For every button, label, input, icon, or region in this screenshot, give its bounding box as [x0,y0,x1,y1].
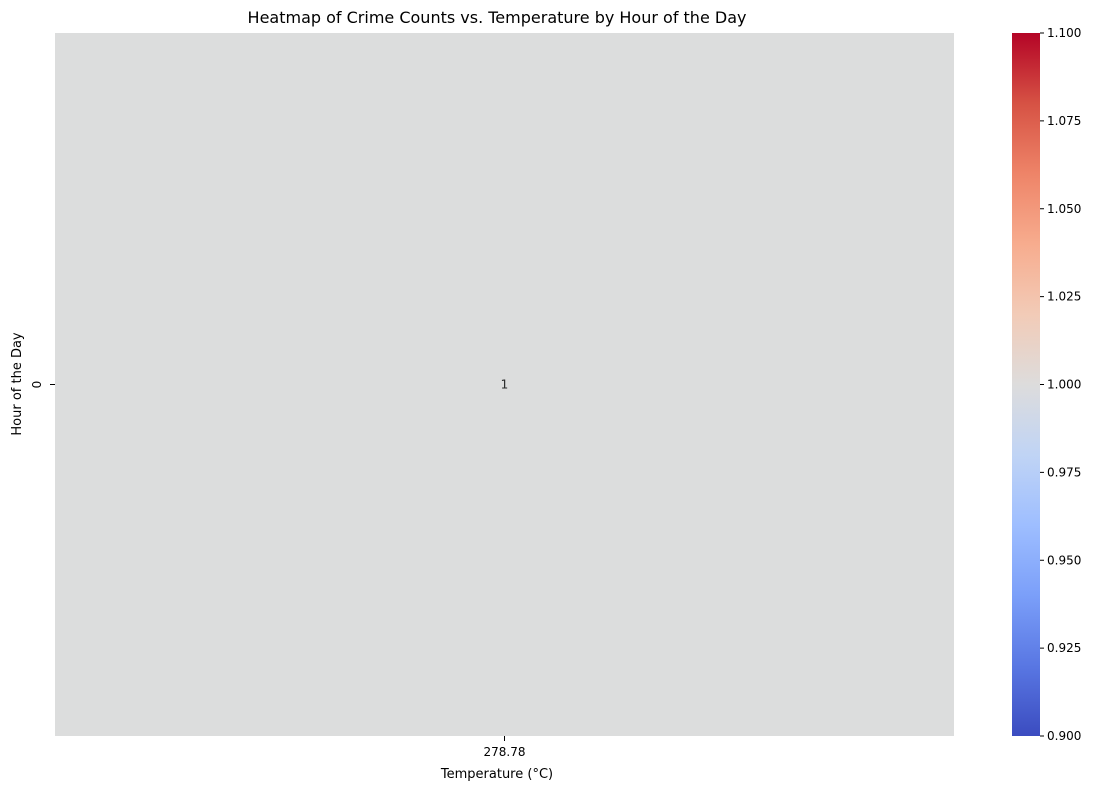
x-tick-label: 278.78 [484,745,526,759]
heatmap-cells: 1 [55,33,954,736]
x-axis-label: Temperature (°C) [440,767,553,782]
heatmap-cell [55,33,954,736]
colorbar-tick-label: 0.975 [1047,465,1081,479]
cell-annotation: 1 [501,378,509,392]
colorbar-bar [1012,33,1040,736]
chart-title: Heatmap of Crime Counts vs. Temperature … [248,8,747,27]
colorbar-tick-label: 1.000 [1047,378,1081,392]
colorbar-tick-label: 1.100 [1047,26,1081,40]
colorbar: 0.900 0.925 0.950 0.975 1.000 1.025 1.050 1.075… [1012,26,1081,743]
colorbar-tick-label: 1.075 [1047,114,1081,128]
x-axis-ticks: 278.78 [484,736,526,759]
y-tick-label: 0 [30,381,44,389]
colorbar-ticks: 0.900 0.925 0.950 0.975 1.000 1.025 1.050 1.075… [1040,26,1081,743]
colorbar-tick-label: 0.900 [1047,729,1081,743]
colorbar-tick-label: 1.050 [1047,202,1081,216]
y-axis-ticks: 0 [30,381,55,389]
colorbar-tick-label: 0.950 [1047,553,1081,567]
colorbar-tick-label: 1.025 [1047,290,1081,304]
colorbar-tick-label: 0.925 [1047,641,1081,655]
y-axis-label: Hour of the Day [10,332,25,436]
